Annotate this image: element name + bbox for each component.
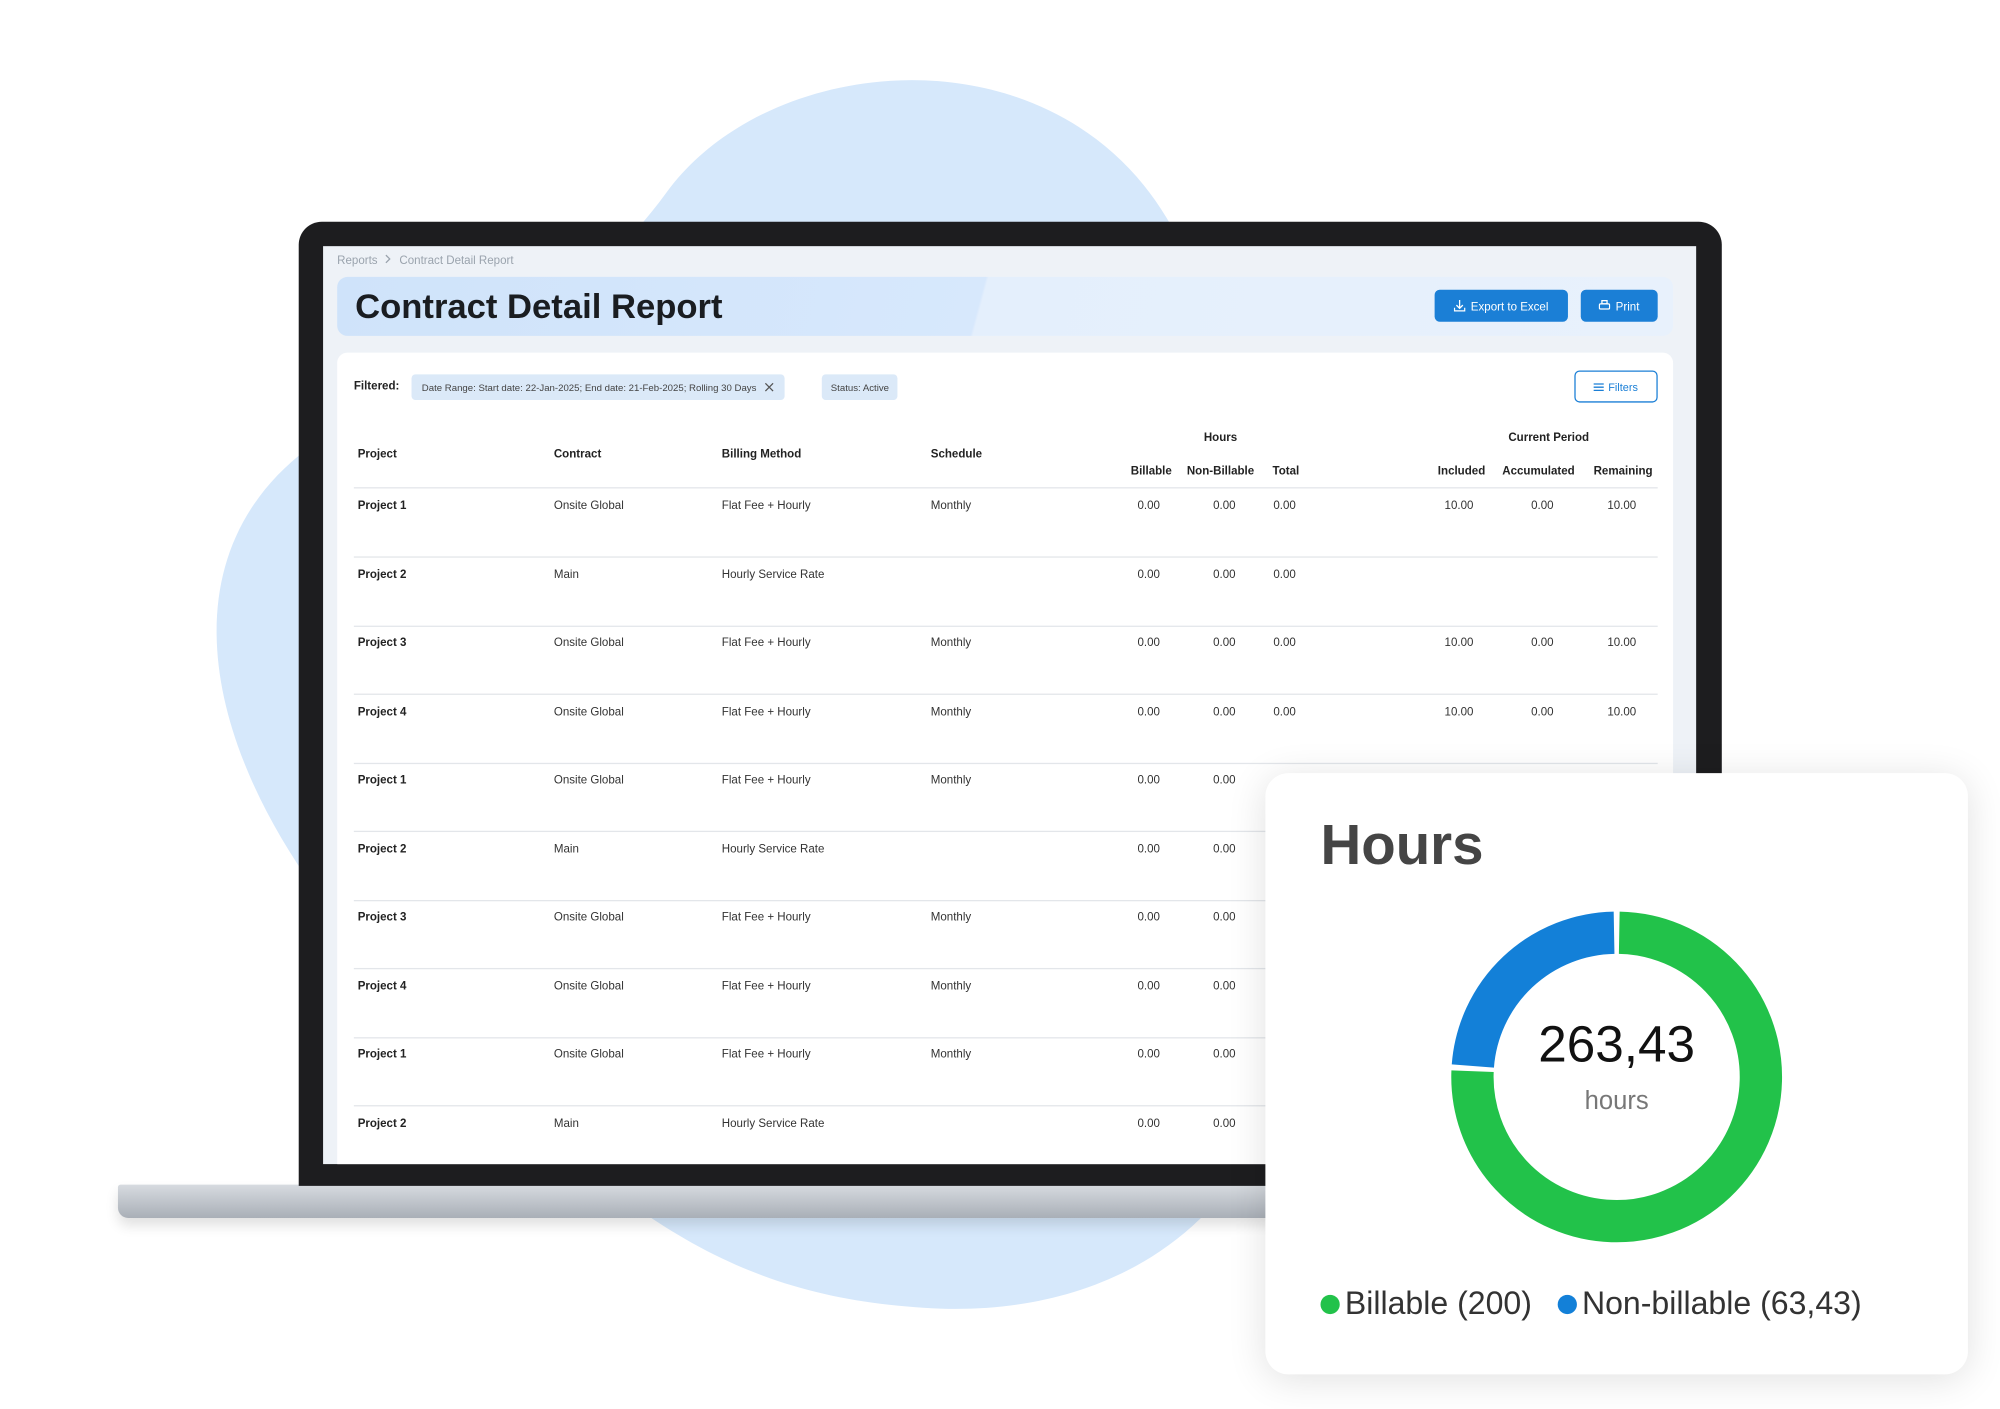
donut-chart: 263,43 hours — [1451, 911, 1783, 1243]
legend-dot — [1320, 1294, 1340, 1315]
page-title: Contract Detail Report — [355, 287, 723, 326]
breadcrumb: Reports Contract Detail Report — [337, 254, 513, 267]
hours-card: Hours 263,43 hours Billable (200) Non-bil… — [1265, 773, 1968, 1375]
button-label: Print — [1615, 299, 1640, 313]
legend: Billable (200) Non-billable (63,43) — [1320, 1285, 1862, 1323]
filter-chip[interactable]: Date Range: Start date: 22-Jan-2025; End… — [411, 374, 785, 400]
legend-item: Billable (200) — [1320, 1285, 1532, 1323]
export-button[interactable]: Export to Excel — [1434, 289, 1568, 322]
breadcrumb-current: Contract Detail Report — [399, 253, 514, 267]
filter-chip[interactable]: Status: Active — [821, 374, 899, 400]
breadcrumb-link[interactable]: Reports — [337, 253, 378, 267]
filters-button[interactable]: Filters — [1574, 370, 1658, 403]
card-title: Hours — [1320, 814, 1484, 877]
chip-label: Status: Active — [830, 381, 890, 393]
print-icon — [1599, 299, 1611, 310]
print-button[interactable]: Print — [1580, 289, 1658, 322]
close-icon[interactable] — [764, 382, 774, 392]
button-label: Export to Excel — [1470, 299, 1549, 313]
donut-segment — [1451, 911, 1615, 1069]
download-icon — [1454, 299, 1466, 312]
filter-label: Filtered: — [353, 379, 400, 393]
legend-dot — [1557, 1294, 1577, 1315]
header-band: Contract Detail Report Export to Excel P… — [337, 276, 1674, 336]
legend-item: Non-billable (63,43) — [1557, 1285, 1862, 1323]
chip-label: Date Range: Start date: 22-Jan-2025; End… — [421, 381, 757, 393]
legend-label: Billable (200) — [1344, 1285, 1532, 1322]
legend-label: Non-billable (63,43) — [1581, 1285, 1862, 1322]
chevron-icon — [385, 254, 391, 264]
unit-label: hours — [1585, 1087, 1649, 1115]
button-label: Filters — [1608, 380, 1638, 393]
donut-segment — [1451, 911, 1783, 1243]
total-label: 263,43 — [1538, 1016, 1695, 1073]
filter-icon — [1594, 382, 1605, 391]
